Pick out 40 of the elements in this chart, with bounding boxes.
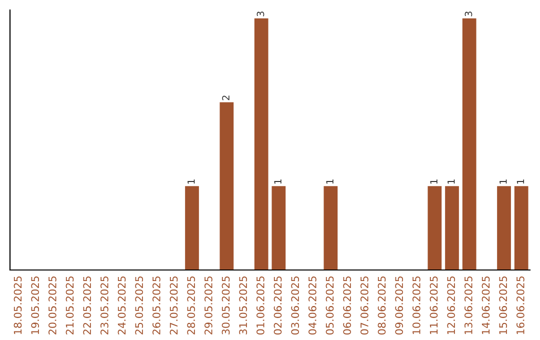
- x-tick-label: 03.06.2025: [291, 276, 300, 335]
- x-tick-label: 13.06.2025: [464, 276, 472, 334]
- data-label: 1: [448, 179, 455, 184]
- x-tick-label: 15.06.2025: [499, 276, 508, 334]
- x-tick-label: 02.06.2025: [274, 276, 282, 335]
- x-tick-label: 28.05.2025: [187, 276, 196, 334]
- x-tick-label: 27.05.2025: [170, 276, 178, 334]
- x-tick-label: 29.05.2025: [204, 276, 212, 334]
- x-tick-label: 05.06.2025: [326, 276, 334, 335]
- x-tick-label: 14.06.2025: [482, 276, 490, 334]
- x-tick-label: 08.06.2025: [378, 276, 386, 335]
- x-tick-label: 11.06.2025: [430, 276, 438, 334]
- data-label: 3: [464, 12, 472, 16]
- x-tick-label: 25.05.2025: [135, 276, 144, 334]
- x-tick-label: 21.05.2025: [66, 276, 74, 334]
- x-tick-label: 09.06.2025: [395, 276, 404, 335]
- x-tick-label: 06.06.2025: [343, 276, 352, 335]
- x-tick-label: 04.06.2025: [308, 276, 316, 335]
- x-tick-label: 12.06.2025: [447, 276, 456, 334]
- data-label: 1: [274, 179, 282, 184]
- x-tick-label: 30.05.2025: [222, 276, 230, 334]
- x-tick-label: 22.05.2025: [83, 276, 92, 334]
- x-tick-label: 23.05.2025: [100, 276, 108, 334]
- x-tick-label: 19.05.2025: [31, 276, 40, 334]
- x-tick-label: 26.05.2025: [152, 276, 160, 334]
- x-tick-label: 20.05.2025: [48, 276, 56, 334]
- data-label: 1: [516, 179, 524, 184]
- x-tick-label: 10.06.2025: [412, 276, 420, 334]
- data-label: 1: [326, 179, 334, 184]
- x-tick-label: 24.05.2025: [118, 276, 126, 334]
- data-label: 1: [500, 179, 507, 184]
- x-tick-label: 18.05.2025: [14, 276, 22, 334]
- x-tick-label: 01.06.2025: [256, 276, 264, 335]
- x-tick-label: 07.06.2025: [360, 276, 368, 335]
- data-label: 1: [188, 179, 195, 184]
- data-label: 2: [222, 96, 230, 100]
- data-label: 1: [430, 179, 438, 184]
- x-tick-label: 16.06.2025: [516, 276, 524, 334]
- x-tick-label: 31.05.2025: [239, 276, 248, 334]
- data-label: 3: [256, 12, 264, 16]
